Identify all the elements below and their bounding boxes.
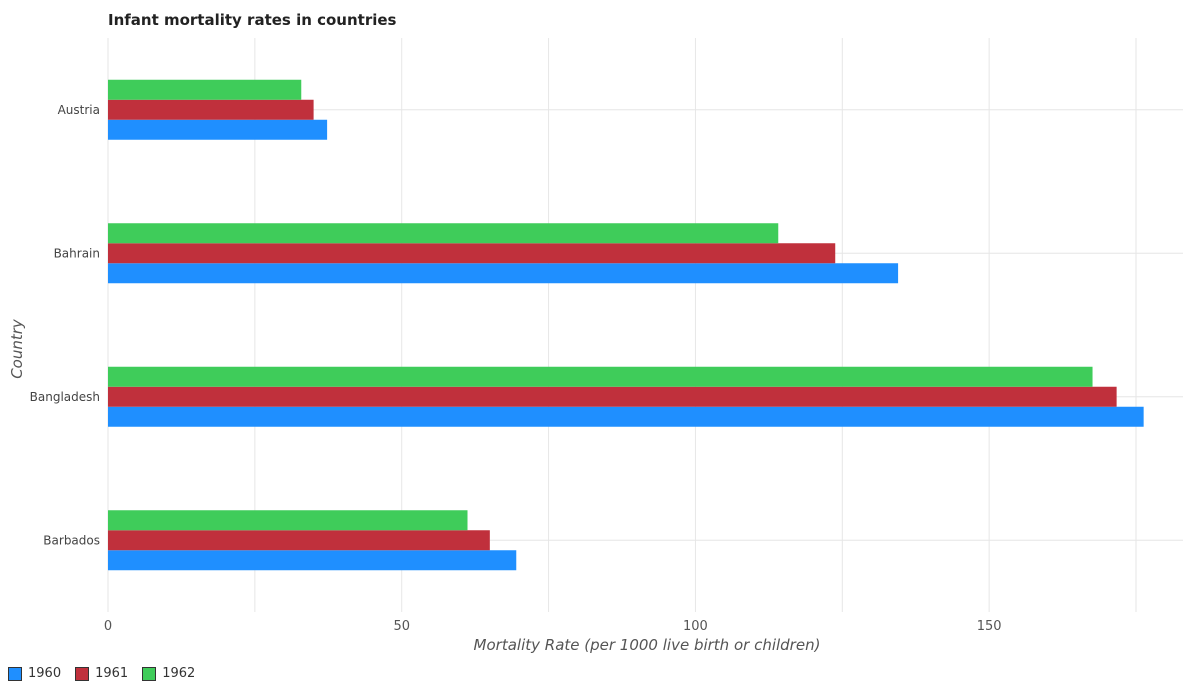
legend-swatch	[142, 666, 157, 681]
legend-item-1960: 1960	[8, 666, 61, 681]
x-tick-label: 50	[393, 619, 410, 634]
legend-label: 1962	[162, 666, 196, 681]
bar-barbados-1962	[108, 510, 468, 531]
legend-item-1961: 1961	[75, 666, 128, 681]
x-tick-label: 150	[977, 619, 1002, 634]
legend-label: 1960	[28, 666, 62, 681]
bar-bahrain-1960	[108, 263, 899, 284]
bar-bangladesh-1960	[108, 406, 1144, 427]
y-axis-label: Country	[8, 318, 26, 379]
bars-layer	[108, 79, 1144, 571]
y-tick-label: Austria	[58, 103, 100, 117]
legend-swatch	[75, 666, 90, 681]
bar-bangladesh-1961	[108, 386, 1117, 407]
bar-bahrain-1962	[108, 223, 779, 244]
legend-item-1962: 1962	[142, 666, 195, 681]
x-axis-label: Mortality Rate (per 1000 live birth or c…	[474, 636, 821, 654]
chart-title: Infant mortality rates in countries	[108, 11, 397, 29]
bar-bangladesh-1962	[108, 366, 1093, 387]
x-tick-label: 100	[683, 619, 708, 634]
bar-austria-1960	[108, 119, 328, 140]
y-tick-label: Bahrain	[54, 246, 100, 260]
x-tick-label: 0	[104, 619, 112, 634]
bar-bahrain-1961	[108, 243, 836, 264]
y-tick-label: Barbados	[43, 533, 100, 547]
bar-barbados-1961	[108, 530, 490, 551]
legend-swatch	[8, 666, 22, 681]
bar-austria-1961	[108, 99, 314, 120]
legend-label: 1961	[95, 666, 129, 681]
bar-barbados-1960	[108, 550, 517, 571]
legend: 1960 1961 1962	[8, 666, 195, 681]
bar-austria-1962	[108, 79, 302, 100]
axis-layer: 0 50 100 150 Austria Bahrain Bangladesh Barbado…	[30, 103, 1002, 634]
y-tick-label: Bangladesh	[30, 390, 100, 404]
